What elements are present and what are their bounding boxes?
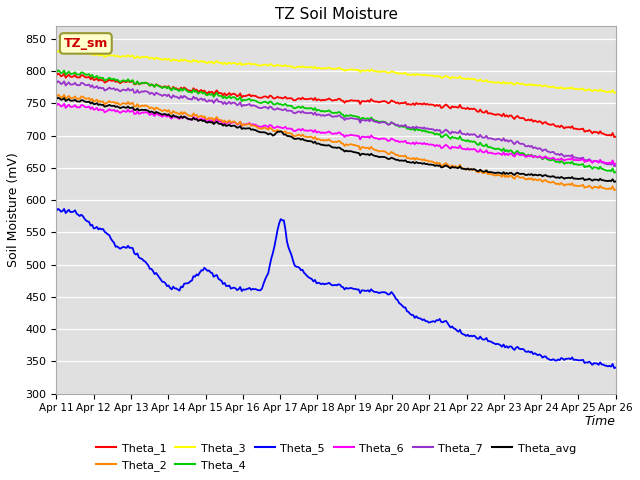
Theta_4 [582, 164, 590, 169]
Theta_4 [612, 169, 620, 175]
Y-axis label: Soil Moisture (mV): Soil Moisture (mV) [7, 152, 20, 267]
Line: Theta_1: Theta_1 [56, 73, 616, 137]
Theta_avg [239, 125, 247, 131]
Theta_avg [221, 121, 228, 127]
Theta_3 [54, 48, 61, 54]
Theta_5 [611, 365, 618, 371]
Theta_avg [52, 96, 60, 102]
Theta_7 [54, 78, 61, 84]
Theta_4 [52, 69, 60, 75]
Theta_6 [249, 121, 257, 127]
Theta_avg [612, 179, 620, 184]
Theta_6 [299, 126, 307, 132]
Theta_4 [54, 67, 61, 73]
X-axis label: Time: Time [585, 415, 616, 428]
Theta_1 [582, 128, 590, 134]
Line: Theta_5: Theta_5 [56, 209, 616, 368]
Theta_1 [612, 134, 620, 140]
Theta_6 [239, 121, 247, 127]
Theta_7 [611, 163, 618, 169]
Theta_3 [249, 61, 257, 67]
Theta_7 [612, 163, 620, 168]
Theta_4 [239, 97, 247, 103]
Theta_1 [249, 93, 257, 98]
Theta_3 [612, 90, 620, 96]
Theta_2 [612, 187, 620, 192]
Theta_7 [299, 108, 307, 114]
Legend: Theta_1, Theta_2, Theta_3, Theta_4, Theta_5, Theta_6, Theta_7, Theta_avg: Theta_1, Theta_2, Theta_3, Theta_4, Thet… [96, 444, 576, 471]
Theta_2 [221, 118, 228, 123]
Line: Theta_3: Theta_3 [56, 51, 616, 93]
Theta_2 [611, 187, 618, 193]
Theta_6 [54, 101, 61, 107]
Theta_2 [54, 92, 61, 97]
Theta_7 [582, 157, 590, 163]
Theta_4 [611, 170, 618, 176]
Theta_7 [249, 102, 257, 108]
Theta_1 [123, 79, 131, 85]
Theta_1 [52, 72, 60, 78]
Theta_1 [239, 93, 247, 99]
Theta_2 [239, 121, 247, 127]
Theta_3 [582, 87, 590, 93]
Line: Theta_6: Theta_6 [56, 104, 616, 164]
Theta_2 [52, 94, 60, 99]
Theta_5 [239, 287, 247, 292]
Theta_4 [299, 104, 307, 109]
Theta_3 [611, 90, 618, 96]
Theta_3 [52, 49, 60, 55]
Theta_3 [239, 61, 247, 67]
Text: TZ_sm: TZ_sm [63, 37, 108, 50]
Theta_4 [221, 93, 228, 99]
Theta_5 [54, 206, 61, 212]
Theta_6 [612, 161, 620, 167]
Theta_6 [221, 119, 228, 124]
Theta_avg [582, 177, 590, 182]
Theta_6 [611, 161, 618, 167]
Theta_avg [54, 95, 61, 101]
Theta_1 [54, 71, 61, 76]
Theta_5 [123, 245, 131, 251]
Theta_7 [123, 88, 131, 94]
Theta_avg [299, 136, 307, 142]
Theta_1 [611, 134, 618, 140]
Theta_5 [52, 208, 60, 214]
Theta_avg [249, 126, 257, 132]
Theta_avg [611, 179, 618, 185]
Theta_2 [582, 184, 590, 190]
Line: Theta_4: Theta_4 [56, 70, 616, 173]
Theta_1 [299, 95, 307, 100]
Theta_6 [123, 109, 131, 115]
Line: Theta_2: Theta_2 [56, 95, 616, 190]
Theta_4 [123, 78, 131, 84]
Theta_4 [249, 97, 257, 103]
Theta_7 [52, 80, 60, 86]
Theta_6 [52, 103, 60, 108]
Theta_7 [239, 102, 247, 108]
Theta_2 [299, 132, 307, 137]
Theta_5 [249, 286, 257, 292]
Line: Theta_7: Theta_7 [56, 81, 616, 166]
Theta_1 [221, 90, 228, 96]
Theta_6 [582, 158, 590, 164]
Line: Theta_avg: Theta_avg [56, 98, 616, 182]
Theta_3 [123, 54, 131, 60]
Theta_avg [123, 105, 131, 111]
Theta_5 [612, 365, 620, 371]
Theta_7 [221, 99, 228, 105]
Theta_5 [299, 267, 307, 273]
Theta_5 [221, 280, 228, 286]
Theta_5 [582, 360, 590, 365]
Title: TZ Soil Moisture: TZ Soil Moisture [275, 7, 397, 22]
Theta_3 [299, 63, 307, 69]
Theta_2 [249, 122, 257, 128]
Theta_3 [221, 60, 228, 66]
Theta_2 [123, 101, 131, 107]
